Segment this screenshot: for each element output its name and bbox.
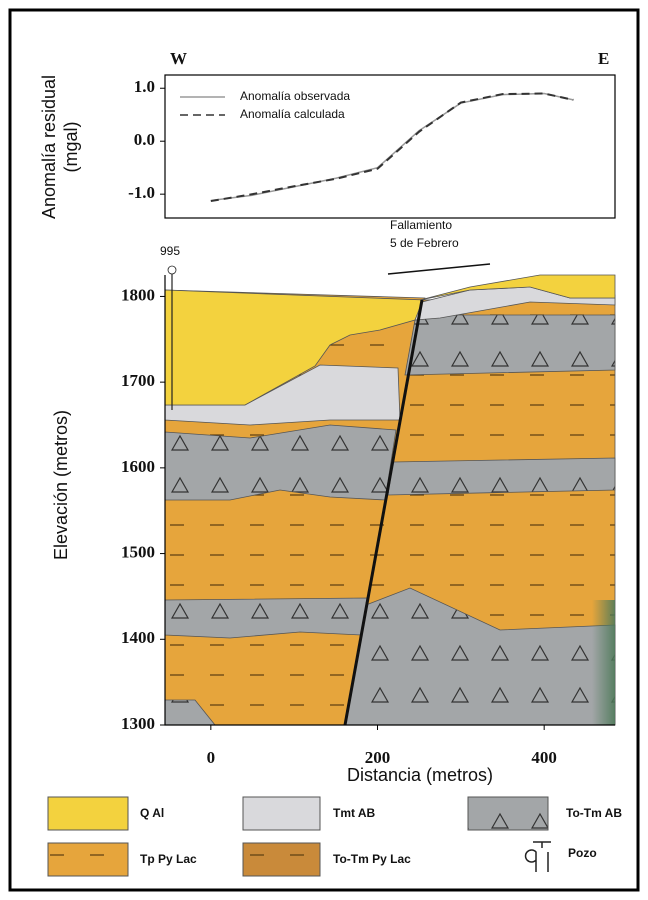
y-tick-label: 1500 xyxy=(121,542,155,561)
legend-label: Pozo xyxy=(568,846,597,860)
legend-swatch xyxy=(48,843,128,876)
legend-label: To-Tm AB xyxy=(566,806,622,820)
legend-label: Tmt AB xyxy=(333,806,376,820)
legend-swatch xyxy=(48,797,128,830)
cross-section xyxy=(165,264,615,725)
legend-label: Q Al xyxy=(140,806,164,820)
fault-leader xyxy=(388,264,490,274)
y-axis-label: Elevación (metros) xyxy=(51,410,71,560)
legend-swatch xyxy=(468,797,548,830)
legend-label: Anomalía calculada xyxy=(240,107,345,121)
layer xyxy=(165,425,396,500)
legend-swatch xyxy=(243,797,320,830)
y-tick-label: -1.0 xyxy=(128,183,155,202)
x-tick-label: 0 xyxy=(207,748,216,767)
layer xyxy=(388,458,615,495)
legend xyxy=(48,797,551,876)
y-tick-label: 1.0 xyxy=(134,77,155,96)
legend-label: Tp Py Lac xyxy=(140,852,197,866)
y-axis-label: Anomalía residual xyxy=(39,75,59,219)
direction-label: W xyxy=(170,49,187,68)
x-tick-label: 400 xyxy=(531,748,557,767)
legend-label: Anomalía observada xyxy=(240,89,350,103)
legend-swatch xyxy=(243,843,320,876)
shading xyxy=(592,600,615,725)
figure: -1.0 0.0 1.0 W E Anomalía residual(mgal) Anoma… xyxy=(0,0,648,900)
y-tick-label: 1800 xyxy=(121,285,155,304)
y-axis-label: (mgal) xyxy=(61,121,81,172)
y-tick-label: 1400 xyxy=(121,628,155,647)
well-label: 995 xyxy=(160,244,180,258)
layer xyxy=(165,598,367,638)
plot-frame xyxy=(165,75,615,218)
x-axis-label: Distancia (metros) xyxy=(347,765,493,785)
direction-label: E xyxy=(598,49,609,68)
y-tick-label: 1600 xyxy=(121,457,155,476)
legend-swatch xyxy=(526,842,551,872)
y-tick-label: 1700 xyxy=(121,371,155,390)
y-tick-label: 0.0 xyxy=(134,130,155,149)
legend-label: To-Tm Py Lac xyxy=(333,852,411,866)
layer xyxy=(405,315,615,375)
annotation: 5 de Febrero xyxy=(390,236,459,250)
y-tick-label: 1300 xyxy=(121,714,155,733)
well-head xyxy=(168,266,176,274)
annotation: Fallamiento xyxy=(390,218,452,232)
